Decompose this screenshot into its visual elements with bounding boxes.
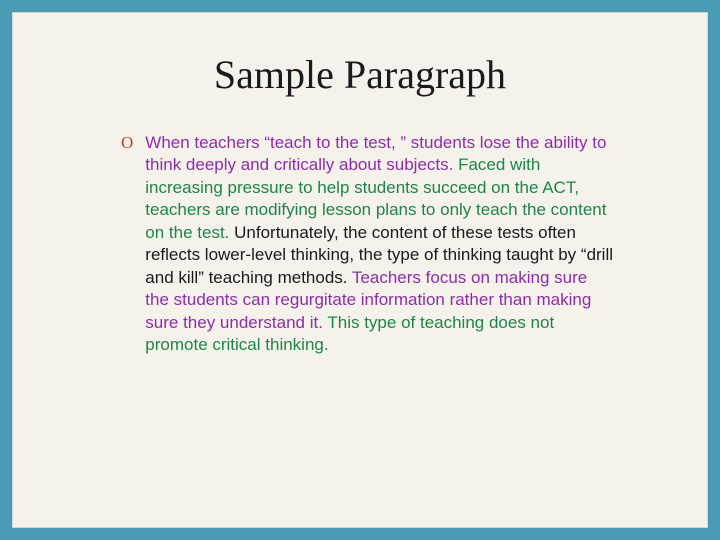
- bullet-marker: O: [121, 132, 133, 155]
- slide-container: Sample Paragraph O When teachers “teach …: [12, 12, 708, 528]
- paragraph-body: When teachers “teach to the test, ” stud…: [145, 132, 613, 356]
- slide-title: Sample Paragraph: [73, 51, 647, 98]
- bullet-item: O When teachers “teach to the test, ” st…: [73, 132, 647, 356]
